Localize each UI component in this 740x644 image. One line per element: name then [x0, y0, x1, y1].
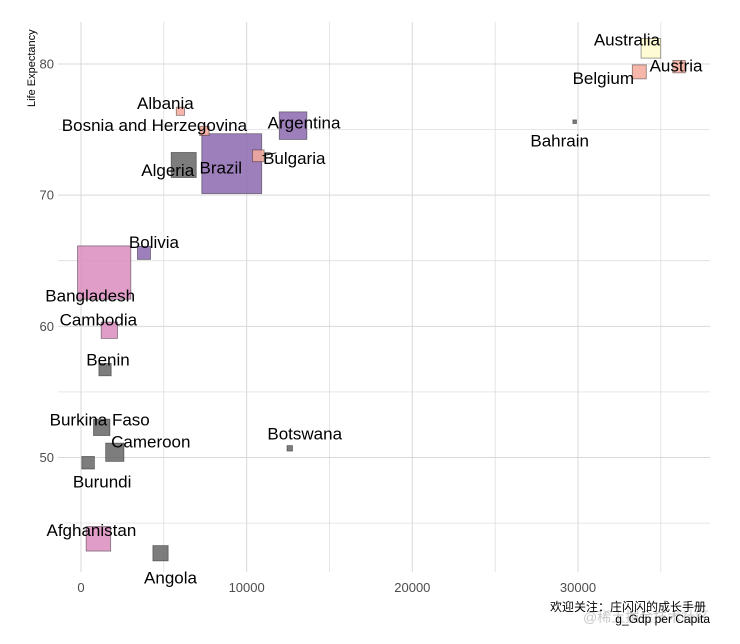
point-marker — [98, 363, 112, 377]
label-leader-line — [262, 152, 277, 157]
y-tick-label: 50 — [40, 450, 54, 465]
point-label: Afghanistan — [46, 521, 136, 540]
x-tick-label: 10000 — [229, 580, 265, 595]
point-marker — [100, 321, 118, 339]
x-tick-label: 0 — [77, 580, 84, 595]
point-label: Bulgaria — [263, 149, 326, 168]
point-label: Algeria — [141, 161, 194, 180]
point-marker — [572, 119, 577, 124]
watermark-faint: @稀土掘金技术社区 — [583, 609, 709, 625]
x-axis-title: g_Gdp per Capita — [615, 612, 710, 626]
y-axis-title: Life Expectancy — [26, 29, 38, 107]
point-label: Australia — [594, 30, 661, 49]
watermark-line1: 欢迎关注：庄闪闪的成长手册 — [550, 599, 706, 614]
point-label: Cambodia — [60, 310, 138, 329]
point-marker — [93, 418, 111, 436]
point-marker — [85, 526, 112, 552]
x-tick-label: 30000 — [560, 580, 596, 595]
point-label: Albania — [137, 94, 194, 113]
axis-layer: 0 10000 20000 30000 50 60 70 80 — [40, 57, 597, 596]
point-label: Bolivia — [129, 233, 180, 252]
point-marker — [105, 442, 125, 462]
point-label: Brazil — [199, 159, 242, 178]
point-label: Angola — [144, 568, 197, 587]
point-label: Burkina Faso — [50, 410, 150, 429]
point-marker — [199, 125, 210, 136]
point-label: Cameroon — [111, 432, 190, 451]
point-marker — [152, 545, 169, 562]
point-marker — [631, 64, 647, 80]
point-marker — [175, 106, 185, 116]
point-label: Austria — [650, 57, 703, 76]
point-label: Belgium — [573, 69, 634, 88]
point-marker — [640, 38, 662, 59]
point-marker — [672, 59, 686, 74]
point-marker — [170, 152, 197, 178]
point-marker — [136, 245, 151, 260]
point-marker — [286, 445, 293, 452]
grid-layer — [58, 22, 710, 572]
marks-layer — [77, 38, 686, 562]
point-label: Botswana — [267, 424, 342, 443]
point-marker — [278, 111, 308, 140]
point-marker — [77, 245, 132, 300]
point-marker — [81, 456, 95, 470]
point-label: Bahrain — [530, 132, 589, 151]
point-label: Burundi — [73, 473, 132, 492]
x-tick-label: 20000 — [394, 580, 430, 595]
y-tick-label: 80 — [40, 57, 54, 72]
point-marker — [201, 133, 263, 195]
point-label: Benin — [86, 351, 129, 370]
point-label: Bangladesh — [45, 287, 135, 306]
point-label: Bosnia and Herzegovina — [62, 116, 248, 135]
labels-layer: Afghanistan Albania Algeria Angola Argentina… — [45, 30, 703, 587]
point-label: Argentina — [268, 114, 341, 133]
y-tick-label: 60 — [40, 319, 54, 334]
y-tick-label: 70 — [40, 188, 54, 203]
